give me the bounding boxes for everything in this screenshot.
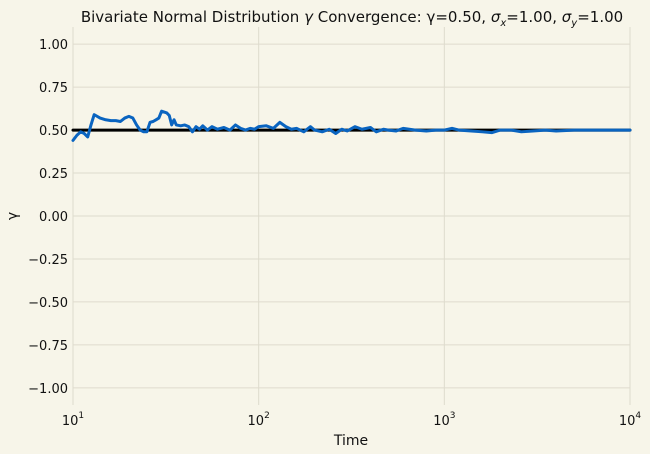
y-tick-label: 0.50 — [39, 124, 68, 139]
y-tick-label: −0.50 — [28, 296, 68, 311]
x-tick-label: 101 — [62, 411, 84, 429]
x-tick-label: 102 — [248, 411, 270, 429]
y-tick-label: 0.25 — [39, 167, 68, 182]
y-tick-label: −0.25 — [28, 253, 68, 268]
tick-labels: 101 102 103 104 −1.00 −0.75 −0.50 −0.25 0.00 0.25… — [28, 38, 641, 429]
x-tick-label: 103 — [433, 411, 455, 429]
y-axis-label: γ — [5, 212, 21, 220]
estimate-line — [71, 109, 632, 142]
series-group — [71, 109, 632, 142]
y-tick-label: 0.75 — [39, 81, 68, 96]
y-tick-label: 0.00 — [39, 210, 68, 225]
x-tick-label: 104 — [619, 411, 642, 429]
y-tick-label: 1.00 — [39, 38, 68, 53]
x-axis-label: Time — [333, 433, 368, 449]
chart-title: Bivariate Normal Distribution γ Converge… — [81, 8, 623, 29]
y-tick-label: −0.75 — [28, 339, 68, 354]
y-tick-label: −1.00 — [28, 382, 68, 397]
